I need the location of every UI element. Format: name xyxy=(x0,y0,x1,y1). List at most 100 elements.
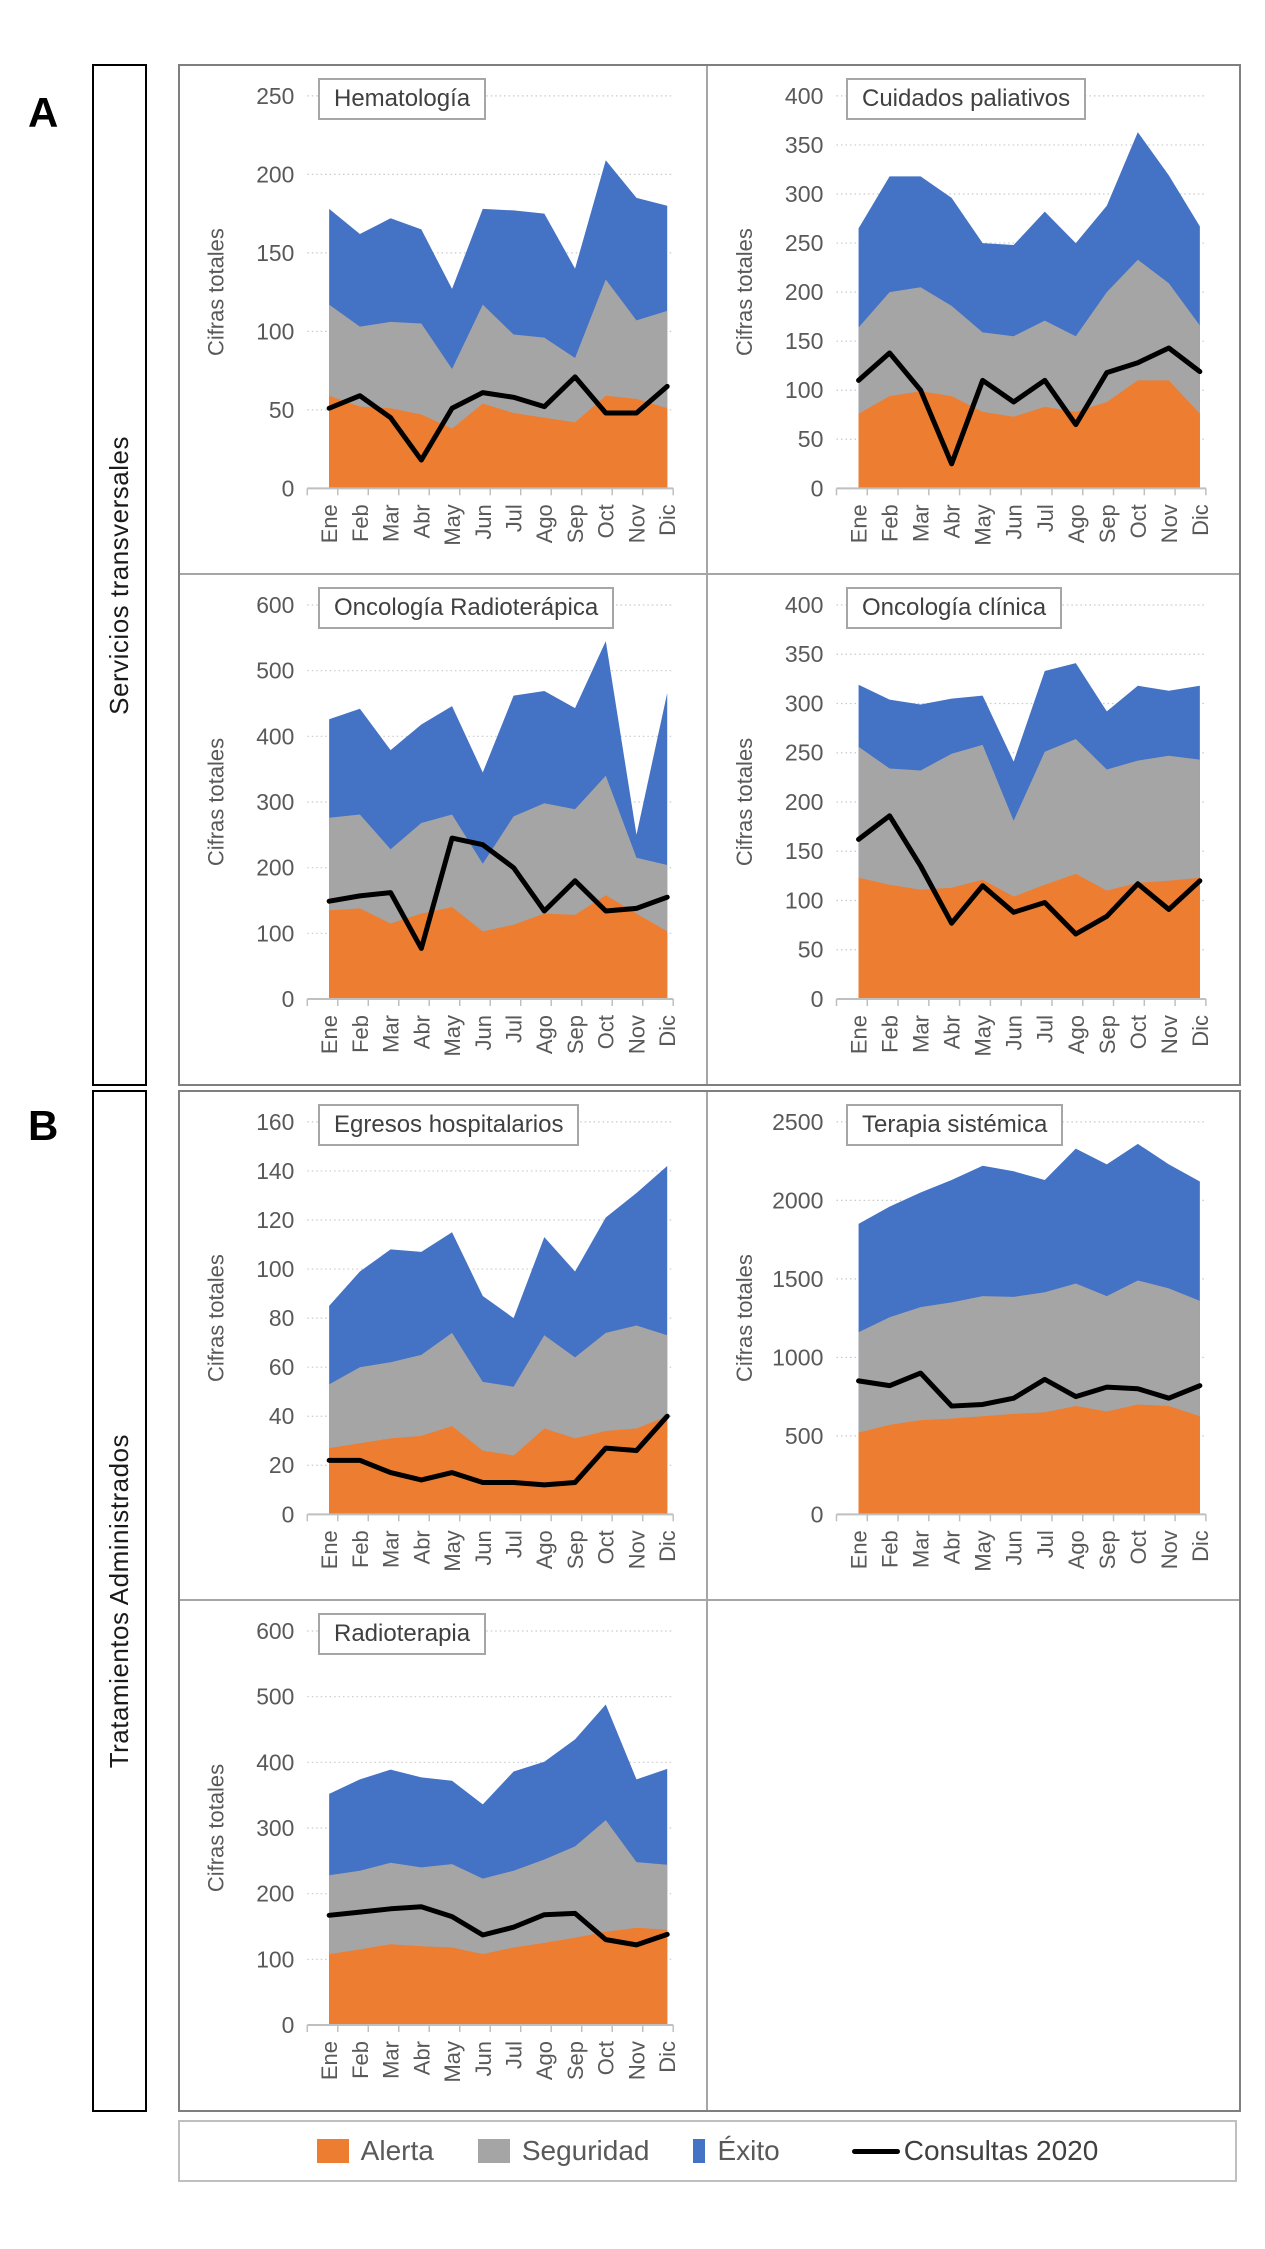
x-tick-label: Mar xyxy=(909,1015,934,1053)
chart-title-radioterapia: Radioterapia xyxy=(318,1613,487,1655)
x-tick-label: Jul xyxy=(502,2041,527,2069)
x-tick-label: Ene xyxy=(317,2041,342,2080)
x-tick-label: Abr xyxy=(940,1015,965,1049)
y-tick-label: 20 xyxy=(269,1452,294,1478)
x-tick-label: Nov xyxy=(624,1015,649,1054)
legend-label-exito: Éxito xyxy=(717,2135,780,2166)
x-tick-label: Sep xyxy=(1095,1530,1120,1569)
x-tick-label: May xyxy=(440,1530,465,1571)
x-tick-label: Abr xyxy=(940,1530,965,1564)
chart-cuidados-paliativos: Cuidados paliativos 0 50 100 150 200 250 300 35… xyxy=(708,66,1239,575)
x-tick-label: Jul xyxy=(502,504,527,532)
plot-radioterapia: 0 100 200 300 400 500 600 Ene Feb Mar Abr May Jun Jul… xyxy=(204,1618,680,2083)
y-tick-label: 500 xyxy=(785,1423,824,1449)
panel-b-grid: Egresos hospitalarios 0 20 40 60 80 100 120 140… xyxy=(178,1090,1241,2112)
y-tick-label: 300 xyxy=(256,1815,294,1841)
x-tick-label: Abr xyxy=(409,1530,434,1564)
y-tick-label: 250 xyxy=(785,740,824,766)
x-tick-label: Ene xyxy=(847,1015,872,1054)
legend-item-exito: Éxito xyxy=(693,2135,780,2167)
y-tick-label: 0 xyxy=(282,1501,295,1527)
area-alerta xyxy=(329,1927,668,2025)
y-tick-label: 250 xyxy=(256,83,294,109)
chart-hematologia: Hematología 0 50 100 150 200 250 Ene Feb Mar Abr M… xyxy=(180,66,708,575)
x-tick-label: Mar xyxy=(909,1530,934,1568)
line-consultas-2020 xyxy=(326,835,670,951)
y-tick-label: 0 xyxy=(811,1501,824,1527)
x-tick-label: Jul xyxy=(1033,504,1058,532)
x-tick-label: Ene xyxy=(317,504,342,543)
exito-swatch-icon xyxy=(693,2139,706,2163)
y-tick-label: 50 xyxy=(269,397,294,423)
chart-radioterapia: Radioterapia 0 100 200 300 400 500 600 Ene Feb Ma… xyxy=(180,1601,708,2110)
area-alerta xyxy=(329,395,668,489)
legend-item-consultas-2020: Consultas 2020 xyxy=(851,2135,1098,2167)
y-tick-label: 40 xyxy=(269,1403,294,1429)
x-tick-label: Dic xyxy=(655,2041,680,2073)
y-axis-title: Cifras totales xyxy=(204,1254,229,1382)
y-tick-label: 350 xyxy=(785,132,824,158)
x-tick-label: Jun xyxy=(471,2041,496,2076)
x-tick-label: Feb xyxy=(348,504,373,542)
x-tick-label: Jul xyxy=(502,1015,527,1043)
alerta-swatch-icon xyxy=(316,2139,349,2163)
x-tick-label: Feb xyxy=(348,1015,373,1053)
x-tick-label: Ago xyxy=(532,1015,557,1054)
x-tick-label: May xyxy=(440,504,465,545)
panel-a-grid: Hematología 0 50 100 150 200 250 Ene Feb Mar Abr M… xyxy=(178,64,1241,1086)
area-alerta xyxy=(329,895,668,999)
x-tick-label: Nov xyxy=(624,2041,649,2080)
y-tick-label: 150 xyxy=(785,328,824,354)
y-tick-label: 160 xyxy=(256,1109,294,1135)
x-tick-label: Oct xyxy=(594,1015,619,1049)
x-tick-label: Feb xyxy=(878,1530,903,1568)
y-tick-label: 2500 xyxy=(772,1109,823,1135)
chart-egresos-hospitalarios: Egresos hospitalarios 0 20 40 60 80 100 120 140… xyxy=(180,1092,708,1601)
x-tick-label: Sep xyxy=(563,504,588,543)
panel-b-side-label: Tratamientos Administrados xyxy=(92,1090,147,2112)
x-tick-label: Abr xyxy=(409,504,434,538)
x-tick-label: Abr xyxy=(940,504,965,538)
area-alerta xyxy=(858,1404,1200,1515)
y-tick-label: 0 xyxy=(282,986,295,1012)
y-tick-label: 0 xyxy=(282,2012,295,2038)
y-tick-label: 400 xyxy=(256,723,294,749)
x-tick-label: Oct xyxy=(594,1530,619,1564)
x-tick-label: Jun xyxy=(471,1530,496,1565)
y-tick-label: 400 xyxy=(785,592,824,618)
consultas-line-swatch-icon xyxy=(851,2148,900,2154)
y-tick-label: 300 xyxy=(256,789,294,815)
y-tick-label: 200 xyxy=(256,855,294,881)
x-tick-label: Nov xyxy=(1157,504,1182,543)
x-tick-label: Feb xyxy=(878,1015,903,1053)
y-tick-label: 600 xyxy=(256,1618,294,1644)
plot-oncologia-radioterapica: 0 100 200 300 400 500 600 Ene Feb Mar Abr May Jun Jul… xyxy=(204,592,680,1057)
x-tick-label: Abr xyxy=(409,2041,434,2075)
x-tick-label: May xyxy=(440,2041,465,2083)
x-tick-label: Oct xyxy=(1126,1530,1151,1564)
x-tick-label: Ago xyxy=(532,1530,557,1569)
line-consultas-2020 xyxy=(326,374,670,463)
x-tick-label: Mar xyxy=(909,504,934,542)
y-tick-label: 200 xyxy=(256,161,294,187)
panel-a-letter: A xyxy=(28,89,59,136)
seguridad-swatch-icon xyxy=(477,2139,510,2163)
x-tick-label: Sep xyxy=(1095,1015,1120,1054)
chart-title-oncologia-clinica: Oncología clínica xyxy=(846,587,1063,629)
y-tick-label: 80 xyxy=(269,1305,294,1331)
chart-title-cuidados-paliativos: Cuidados paliativos xyxy=(846,78,1087,120)
legend-label-alerta: Alerta xyxy=(360,2135,434,2166)
panel-a-side-label-text: Servicios transversales xyxy=(104,435,134,715)
y-tick-label: 250 xyxy=(785,230,824,256)
legend: Alerta Seguridad Éxito Consultas 2020 xyxy=(178,2120,1237,2182)
y-axis-title: Cifras totales xyxy=(204,738,229,866)
legend-item-alerta: Alerta xyxy=(316,2135,434,2167)
chart-title-hematologia: Hematología xyxy=(318,78,487,120)
chart-oncologia-radioterapica: Oncología Radioterápica 0 100 200 300 400 500… xyxy=(180,575,708,1084)
y-tick-label: 300 xyxy=(785,181,824,207)
y-tick-label: 150 xyxy=(256,240,294,266)
x-tick-label: Nov xyxy=(1157,1530,1182,1569)
x-tick-label: Sep xyxy=(563,1530,588,1569)
